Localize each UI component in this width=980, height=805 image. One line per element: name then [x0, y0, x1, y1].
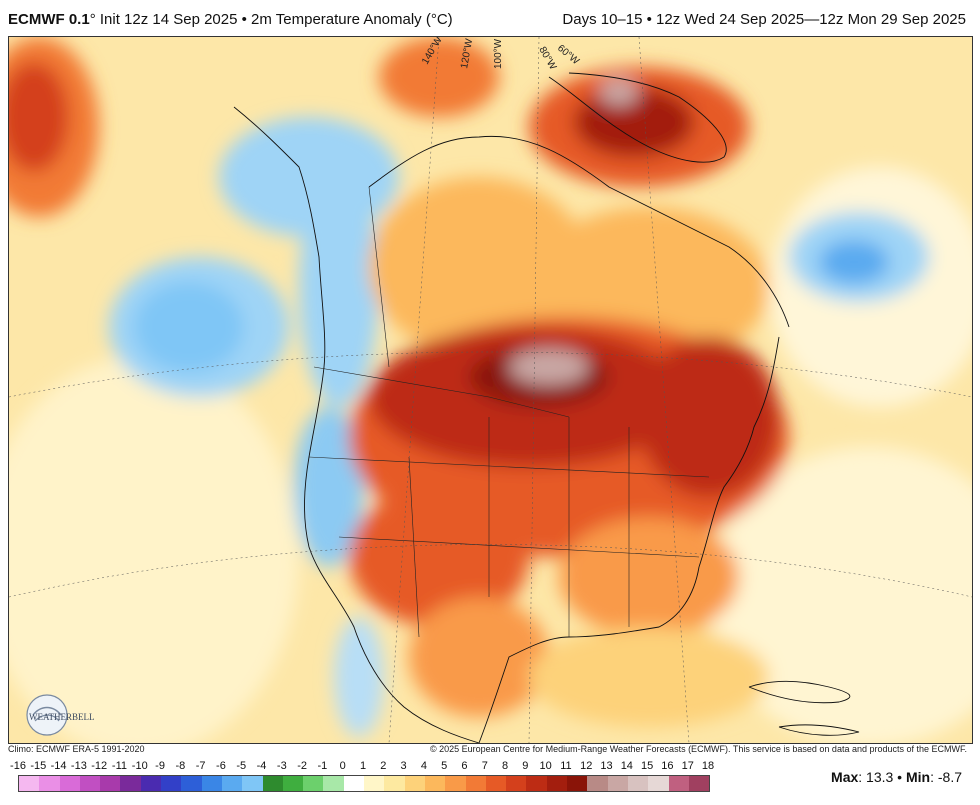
lon-label-120w: 120°W [459, 37, 475, 69]
colorbar-tick-label: 10 [539, 760, 552, 772]
colorbar-tick-label: 4 [420, 760, 427, 772]
colorbar-swatch [181, 776, 202, 791]
colorbar-tick-label: 3 [400, 760, 407, 772]
colorbar-tick-label: 12 [580, 760, 593, 772]
colorbar-tick-label: 18 [701, 760, 715, 772]
colorbar-tick-label: -1 [317, 760, 328, 772]
colorbar-labels: -16 -15 -14 -13 -12 -11 -10 -9 -8 -7 -6 -5 -4 -3 -2 -1 0… [10, 760, 714, 774]
colorbar-tick-label: 11 [560, 760, 572, 772]
min-label: Min [905, 769, 931, 785]
colorbar-tick-label: -15 [30, 760, 47, 772]
colorbar-swatch [120, 776, 141, 791]
model-name: ECMWF 0.1 [8, 11, 90, 28]
colorbar-swatch [364, 776, 385, 791]
colorbar-tick-label: -16 [10, 760, 26, 772]
title-bar: ECMWF 0.1° Init 12z 14 Sep 2025 • 2m Tem… [0, 0, 980, 38]
colorbar-tick-label: 14 [620, 760, 633, 772]
max-min-readout: Max: 13.3 • Min: -8.7 [831, 769, 962, 785]
copyright-note: © 2025 European Centre for Medium-Range … [429, 744, 967, 754]
colorbar-tick-label: 6 [461, 760, 468, 772]
anomaly-shading [9, 37, 972, 743]
colorbar-swatch [242, 776, 263, 791]
colorbar-tick-label: -12 [91, 760, 108, 772]
colorbar-swatch [343, 776, 365, 791]
colorbar-swatch [485, 776, 507, 791]
init-text: ° Init 12z 14 Sep 2025 • 2m Temperature … [89, 11, 453, 28]
lon-label-100w: 100°W [493, 38, 504, 69]
colorbar-tick-label: -2 [297, 760, 307, 772]
colorbar-tick-label: -10 [131, 760, 148, 772]
colorbar-swatch [607, 776, 628, 791]
anomaly-map: 140°W 120°W 100°W 80°W 60°W WEATHERBELL [8, 36, 973, 744]
political-borders [308, 186, 710, 638]
colorbar-swatch [627, 776, 649, 791]
colorbar-swatch [262, 776, 283, 791]
colorbar-swatch [100, 776, 121, 791]
colorbar-swatch [424, 776, 446, 791]
colorbar-tick-label: 1 [359, 760, 367, 772]
colorbar-swatch [567, 776, 588, 791]
colorbar-tick-label: 15 [640, 760, 654, 772]
colorbar-tick-label: 9 [522, 760, 529, 772]
colorbar-swatch [648, 776, 669, 791]
colorbar-tick-label: -11 [111, 760, 128, 772]
colorbar-tick-label: 17 [681, 760, 694, 772]
colorbar-swatch [506, 776, 527, 791]
map-title: ECMWF 0.1° Init 12z 14 Sep 2025 • 2m Tem… [8, 11, 453, 28]
colorbar-swatch [323, 776, 344, 791]
colorbar-swatch [140, 776, 162, 791]
colorbar-swatch [303, 776, 324, 791]
logo-text: WEATHERBELL [29, 712, 95, 722]
graticule [9, 37, 972, 743]
colorbar-swatch [161, 776, 182, 791]
valid-period: Days 10–15 • 12z Wed 24 Sep 2025—12z Mon… [562, 11, 966, 28]
colorbar-swatch [465, 776, 486, 791]
max-value: : 13.3 • [858, 769, 903, 785]
colorbar-tick-label: -3 [276, 760, 287, 772]
colorbar-tick-label: 13 [600, 760, 613, 772]
colorbar-tick-label: -14 [50, 760, 67, 772]
colorbar-swatch [19, 776, 40, 791]
colorbar-swatch [59, 776, 80, 791]
colorbar-swatch [445, 776, 466, 791]
colorbar-swatch [39, 776, 60, 791]
colorbar-swatch [546, 776, 568, 791]
max-label: Max [831, 769, 859, 785]
colorbar-legend: -16 -15 -14 -13 -12 -11 -10 -9 -8 -7 -6 -5 -4 -3 -2 -1 0… [10, 760, 714, 800]
colorbar-tick-label: -4 [256, 760, 267, 772]
colorbar-tick-label: -13 [70, 760, 87, 772]
colorbar-swatch [384, 776, 405, 791]
colorbar-swatch [79, 776, 101, 791]
colorbar-tick-label: 2 [380, 760, 387, 772]
min-value: : -8.7 [930, 769, 962, 785]
map-footer: Climo: ECMWF ERA-5 1991-2020 © 2025 Euro… [8, 743, 971, 757]
colorbar-tick-label: 7 [481, 760, 488, 772]
coastlines [233, 72, 860, 743]
colorbar-swatch [221, 776, 243, 791]
climo-note: Climo: ECMWF ERA-5 1991-2020 [8, 744, 145, 754]
colorbar-swatch [201, 776, 222, 791]
colorbar-tick-label: -7 [195, 760, 206, 772]
colorbar-swatch [587, 776, 608, 791]
colorbar-swatch [282, 776, 304, 791]
colorbar-tick-label: 8 [501, 760, 509, 772]
colorbar-tick-label: -5 [236, 760, 247, 772]
colorbar-tick-label: 0 [339, 760, 346, 772]
colorbar-swatch [404, 776, 425, 791]
colorbar-tick-label: 5 [441, 760, 448, 772]
colorbar-swatch [526, 776, 547, 791]
colorbar-tick-label: -8 [175, 760, 186, 772]
weatherbell-logo: WEATHERBELL [26, 694, 95, 736]
colorbar-swatch [668, 776, 689, 791]
colorbar-swatch [688, 776, 710, 791]
colorbar-swatches [18, 775, 710, 792]
colorbar-tick-label: 16 [661, 760, 674, 772]
colorbar-tick-label: -9 [155, 760, 165, 772]
colorbar-tick-label: -6 [216, 760, 226, 772]
